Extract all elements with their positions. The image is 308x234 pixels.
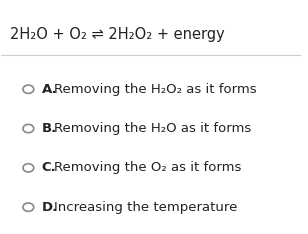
Text: Removing the O₂ as it forms: Removing the O₂ as it forms: [54, 161, 241, 174]
Text: C.: C.: [42, 161, 57, 174]
Text: A.: A.: [42, 83, 58, 96]
Text: D.: D.: [42, 201, 58, 214]
Text: 2H₂O + O₂ ⇌ 2H₂O₂ + energy: 2H₂O + O₂ ⇌ 2H₂O₂ + energy: [10, 27, 225, 42]
Text: Removing the H₂O as it forms: Removing the H₂O as it forms: [54, 122, 251, 135]
Text: Increasing the temperature: Increasing the temperature: [54, 201, 237, 214]
Text: Removing the H₂O₂ as it forms: Removing the H₂O₂ as it forms: [54, 83, 257, 96]
Text: B.: B.: [42, 122, 57, 135]
